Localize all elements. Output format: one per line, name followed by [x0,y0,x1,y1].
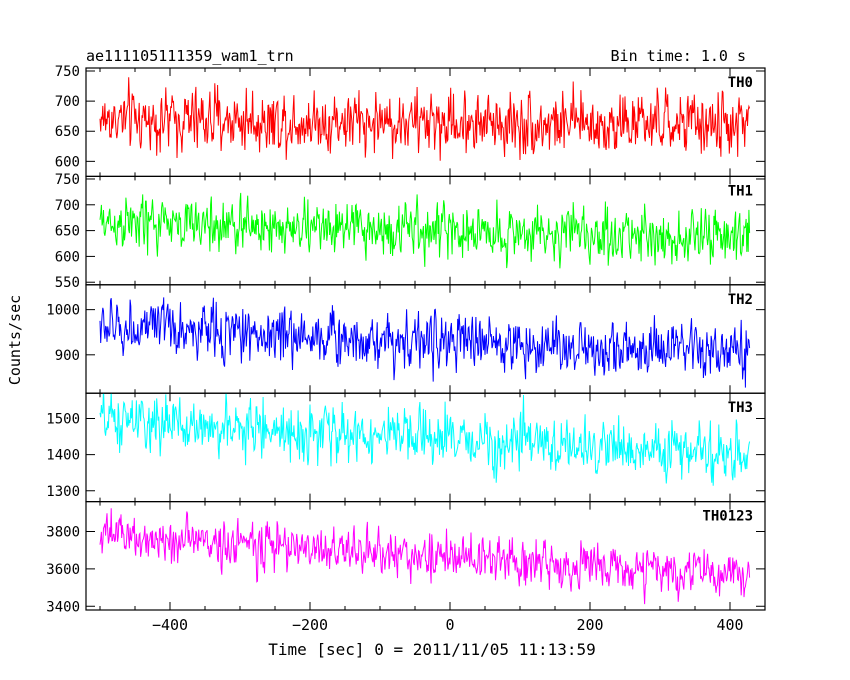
panel-frame [85,392,766,503]
x-axis: −400 −200 0 200 400 [152,616,744,634]
series-line-th1 [99,192,751,269]
y-tick-label: 1300 [46,484,80,500]
y-tick-label: 600 [55,154,80,170]
chart-title: ae111105111359_wam1_trn [86,47,294,65]
panel-frame [85,501,766,611]
panel-th1: 550 600 650 700 750 TH1 [55,172,766,291]
panel-label-th0123: TH0123 [702,509,753,525]
y-tick-label: 1000 [46,303,80,319]
series-line-th2 [99,297,751,388]
y-tick-label: 750 [55,172,80,188]
x-tick-label: 0 [445,616,454,634]
bin-time-label: Bin time: 1.0 s [611,47,746,65]
panel-label-th3: TH3 [728,400,753,416]
panel-th3: 1300 1400 1500 TH3 [46,392,766,503]
x-tick-label: −200 [292,616,328,634]
series-line-th0123 [99,508,751,605]
panel-th0: 600 650 700 750 TH0 [55,64,766,178]
y-tick-label: 750 [55,64,80,80]
y-tick-label: 550 [55,275,80,291]
panel-label-th1: TH1 [728,183,753,199]
panel-frame [85,284,766,394]
panel-label-th2: TH2 [728,292,753,308]
y-tick-label: 3800 [46,525,80,541]
y-tick-label: 700 [55,198,80,214]
series-line-th0 [99,77,751,161]
y-tick-label: 600 [55,249,80,265]
y-tick-label: 3600 [46,562,80,578]
series-line-th3 [99,393,751,486]
y-axis-label: Counts/sec [6,295,24,385]
panel-th0123: 3400 3600 3800 TH0123 [46,501,766,615]
panel-frame [85,67,766,178]
x-tick-label: −400 [152,616,188,634]
x-axis-label: Time [sec] 0 = 2011/11/05 11:13:59 [268,640,596,659]
panel-label-th0: TH0 [728,75,753,91]
x-tick-label: 200 [576,616,603,634]
panels-layer: 600 650 700 750 TH0 550 600 650 700 750 TH1 900 1000… [46,64,766,615]
y-tick-label: 1500 [46,411,80,427]
y-tick-label: 3400 [46,599,80,615]
y-tick-label: 650 [55,224,80,240]
panel-th2: 900 1000 TH2 [46,284,766,394]
y-tick-label: 1400 [46,448,80,464]
x-tick-label: 400 [716,616,743,634]
y-tick-label: 650 [55,124,80,140]
y-tick-label: 700 [55,94,80,110]
y-tick-label: 900 [55,348,80,364]
